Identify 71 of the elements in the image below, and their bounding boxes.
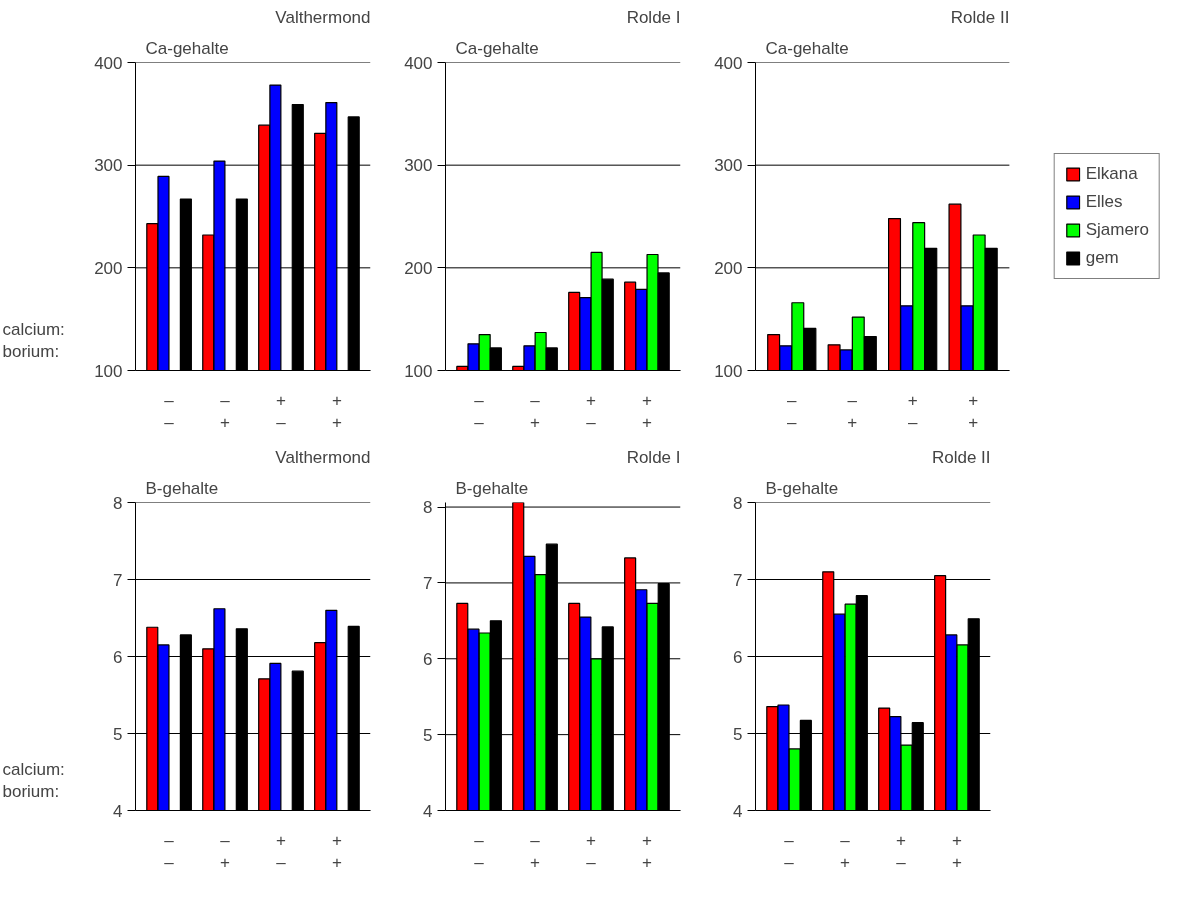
y-axis-title: Ca-gehalte	[455, 38, 539, 58]
y-tick-label: 7	[113, 570, 123, 590]
y-tick-label: 6	[113, 647, 123, 667]
y-tick-label: 300	[404, 156, 433, 176]
x-tick-label: – +	[530, 830, 541, 873]
x-tick-label: + –	[896, 830, 907, 873]
x-tick-label: + +	[641, 830, 652, 873]
x-tick-label: – –	[474, 390, 485, 433]
x-tick-label: + –	[276, 830, 287, 873]
y-axis-title: B-gehalte	[145, 478, 219, 498]
x-tick-label: – –	[787, 390, 798, 433]
y-axis-title: B-gehalte	[765, 478, 839, 498]
y-tick-label: 400	[94, 53, 123, 73]
y-tick-label: 200	[94, 258, 123, 278]
text: borium:	[2, 342, 60, 361]
x-tick-label: + –	[586, 830, 597, 873]
legend-label: Sjamero	[1085, 220, 1149, 240]
chart-title: Rolde I	[626, 7, 681, 27]
y-tick-label: 300	[714, 156, 743, 176]
x-tick-label: + +	[331, 390, 342, 433]
x-tick-label: + –	[907, 390, 918, 433]
y-tick-label: 100	[714, 361, 743, 381]
legend-label: Elles	[1085, 192, 1123, 212]
y-axis-title: Ca-gehalte	[145, 38, 229, 58]
y-tick-label: 300	[94, 156, 123, 176]
x-tick-label: + +	[641, 390, 652, 433]
y-tick-label: 5	[733, 724, 743, 744]
legend-label: Elkana	[1085, 164, 1138, 184]
text: calcium:	[2, 760, 65, 779]
y-tick-label: 400	[714, 53, 743, 73]
text: calcium:	[2, 320, 65, 339]
y-tick-label: 6	[423, 649, 433, 669]
y-tick-label: 200	[404, 258, 433, 278]
y-tick-label: 4	[423, 801, 433, 821]
legend-label: gem	[1085, 248, 1119, 268]
chart-title: Valthermond	[275, 7, 371, 27]
x-tick-label: + –	[276, 390, 287, 433]
x-tick-label: – –	[784, 830, 795, 873]
y-tick-label: 200	[714, 258, 743, 278]
y-axis-title: Ca-gehalte	[765, 38, 849, 58]
x-tick-label: + –	[586, 390, 597, 433]
chart-title: Valthermond	[275, 447, 371, 467]
y-tick-label: 7	[733, 570, 743, 590]
y-tick-label: 5	[423, 725, 433, 745]
y-axis-title: B-gehalte	[455, 478, 529, 498]
y-tick-label: 100	[94, 361, 123, 381]
x-tick-label: – +	[220, 390, 231, 433]
x-tick-label: – –	[164, 830, 175, 873]
x-tick-label: – +	[840, 830, 851, 873]
y-tick-label: 8	[113, 493, 123, 513]
x-tick-label: – –	[164, 390, 175, 433]
y-tick-label: 4	[733, 801, 743, 821]
y-tick-label: 4	[113, 801, 123, 821]
x-tick-label: + +	[968, 390, 979, 433]
x-tick-label: + +	[951, 830, 962, 873]
y-tick-label: 6	[733, 647, 743, 667]
x-tick-label: + +	[331, 830, 342, 873]
y-tick-label: 100	[404, 361, 433, 381]
y-tick-label: 8	[733, 493, 743, 513]
x-tick-label: – +	[220, 830, 231, 873]
text: borium:	[2, 782, 60, 801]
y-tick-label: 8	[423, 498, 433, 518]
y-tick-label: 5	[113, 724, 123, 744]
chart-title: Rolde I	[626, 447, 681, 467]
x-tick-label: – +	[847, 390, 858, 433]
x-tick-label: – +	[530, 390, 541, 433]
y-tick-label: 7	[423, 573, 433, 593]
y-tick-label: 400	[404, 53, 433, 73]
chart-title: Rolde II	[950, 7, 1010, 27]
chart-title: Rolde II	[931, 447, 991, 467]
x-tick-label: – –	[474, 830, 485, 873]
